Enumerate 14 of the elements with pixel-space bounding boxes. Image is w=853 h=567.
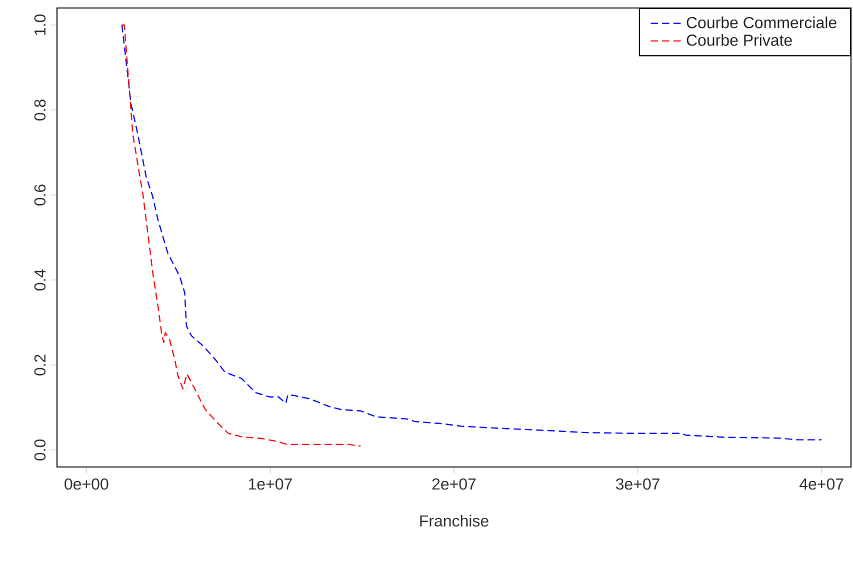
y-tick-label: 0.8: [34, 100, 46, 120]
y-tick-label: 1.0: [34, 14, 46, 35]
y-tick-label: 0.0: [34, 439, 46, 460]
y-tick-label: 0.4: [34, 269, 46, 290]
x-tick-label: 0e+00: [64, 478, 108, 490]
x-axis-title: Franchise: [420, 514, 488, 527]
x-tick-label: 2e+07: [432, 478, 476, 490]
legend-label: Courbe Commerciale: [686, 16, 836, 28]
y-tick-label: 0.6: [34, 184, 46, 206]
x-tick-label: 3e+07: [616, 478, 660, 490]
legend-label: Courbe Private: [686, 34, 792, 46]
x-tick-label: 1e+07: [248, 478, 292, 490]
y-tick-label: 0.2: [34, 354, 46, 376]
x-tick-label: 4e+07: [800, 478, 844, 490]
